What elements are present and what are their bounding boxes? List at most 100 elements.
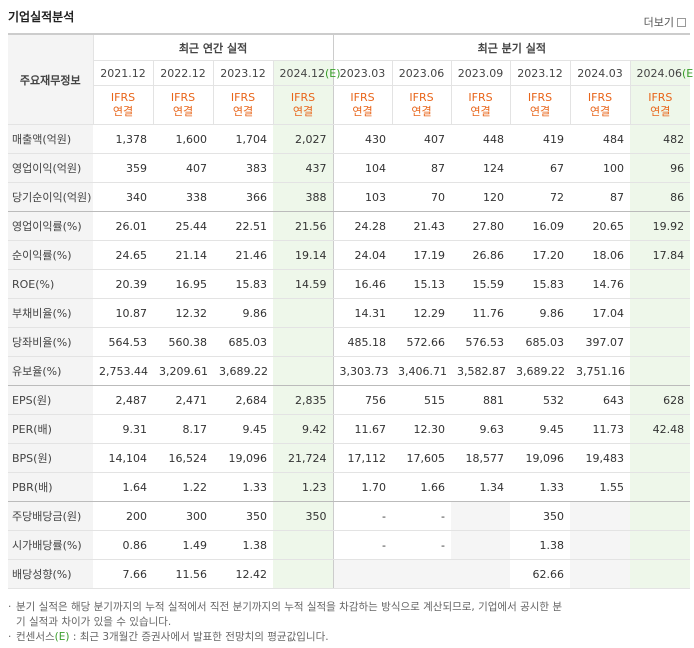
- data-cell: 15.59: [451, 269, 511, 299]
- accounting-standard: IFRS: [170, 91, 196, 104]
- data-cell: 407: [392, 124, 452, 154]
- data-cell: 17,605: [392, 443, 452, 473]
- row-label: 영업이익률(%): [8, 211, 93, 241]
- data-cell: 1,378: [93, 124, 153, 154]
- data-cell: 17.84: [630, 240, 691, 270]
- data-cell: 24.65: [93, 240, 153, 270]
- basis-header: IFRS 연결: [509, 85, 571, 125]
- data-cell: 87: [392, 153, 452, 183]
- accounting-standard: IFRS: [527, 91, 553, 104]
- data-cell: 20.65: [570, 211, 631, 241]
- data-cell: 1,600: [153, 124, 213, 154]
- data-cell: 12.30: [392, 414, 452, 444]
- data-cell: 1.38: [213, 530, 273, 560]
- data-cell: 11.56: [153, 559, 213, 589]
- data-cell: [451, 501, 511, 531]
- data-cell: 25.44: [153, 211, 213, 241]
- data-cell: 560.38: [153, 327, 213, 357]
- data-cell: 1.49: [153, 530, 213, 560]
- data-cell: 24.04: [332, 240, 393, 270]
- consolidation-scope: 연결: [529, 105, 551, 118]
- period-date: 2022.12: [160, 66, 206, 80]
- accounting-standard: IFRS: [110, 91, 136, 104]
- data-cell: 21,724: [273, 443, 334, 473]
- data-cell: 124: [451, 153, 511, 183]
- period-header: 2023.12: [212, 60, 273, 86]
- consolidation-scope: 연결: [112, 105, 134, 118]
- consolidation-scope: 연결: [172, 105, 194, 118]
- data-cell: 70: [392, 182, 452, 212]
- data-cell: 9.45: [510, 414, 571, 444]
- data-cell: 532: [510, 385, 571, 415]
- data-cell: 18.06: [570, 240, 631, 270]
- data-cell: 340: [93, 182, 153, 212]
- data-cell: [630, 327, 691, 357]
- data-cell: 9.86: [213, 298, 273, 328]
- data-cell: 24.28: [332, 211, 393, 241]
- consolidation-scope: 연결: [589, 105, 611, 118]
- data-cell: [630, 356, 691, 386]
- data-cell: [630, 530, 691, 560]
- section-title: 기업실적분석: [8, 10, 75, 24]
- data-cell: 338: [153, 182, 213, 212]
- data-cell: [630, 559, 691, 589]
- data-cell: 9.63: [451, 414, 511, 444]
- data-cell: 20.39: [93, 269, 153, 299]
- row-label: 순이익률(%): [8, 240, 93, 270]
- data-cell: 576.53: [451, 327, 511, 357]
- data-cell: [570, 559, 631, 589]
- data-cell: 572.66: [392, 327, 452, 357]
- data-cell: 103: [332, 182, 393, 212]
- data-cell: 1.33: [213, 472, 273, 502]
- data-cell: 14.59: [273, 269, 334, 299]
- data-cell: 26.01: [93, 211, 153, 241]
- data-cell: 430: [332, 124, 393, 154]
- data-cell: 100: [570, 153, 631, 183]
- data-cell: 9.42: [273, 414, 334, 444]
- period-date: 2023.12: [220, 66, 266, 80]
- corner-header: 주요재무정보: [8, 33, 93, 125]
- more-link[interactable]: 더보기: [644, 14, 686, 30]
- data-cell: 300: [153, 501, 213, 531]
- estimate-mark: (E): [325, 66, 341, 80]
- data-cell: 120: [451, 182, 511, 212]
- data-cell: 2,753.44: [93, 356, 153, 386]
- data-cell: 350: [273, 501, 334, 531]
- basis-header: IFRS 연결: [92, 85, 153, 125]
- table-row: PER(배) 9.31 8.17 9.45 9.42 11.67 12.30 9.63 9.45…: [8, 414, 691, 444]
- data-cell: 104: [332, 153, 393, 183]
- data-cell: -: [392, 501, 452, 531]
- row-label: BPS(원): [8, 443, 93, 473]
- data-cell: 366: [213, 182, 273, 212]
- period-date: 2024.03: [577, 66, 623, 80]
- period-date: 2023.09: [457, 66, 504, 80]
- data-cell: 756: [332, 385, 393, 415]
- period-date: 2023.12: [517, 66, 563, 80]
- data-cell: 21.46: [213, 240, 273, 270]
- basis-header: IFRS 연결: [569, 85, 631, 125]
- consolidation-scope: 연결: [470, 105, 491, 118]
- data-cell: 10.87: [93, 298, 153, 328]
- data-cell: 448: [451, 124, 511, 154]
- notes: 분기 실적은 해당 분기까지의 누적 실적에서 직전 분기까지의 누적 실적을 …: [8, 600, 568, 645]
- row-label: 매출액(억원): [8, 124, 93, 154]
- data-cell: 21.14: [153, 240, 213, 270]
- note: 분기 실적은 해당 분기까지의 누적 실적에서 직전 분기까지의 누적 실적을 …: [8, 600, 568, 630]
- data-cell: 1.70: [332, 472, 393, 502]
- data-cell: 628: [630, 385, 691, 415]
- data-cell: 17.19: [392, 240, 452, 270]
- basis-header: IFRS 연결: [450, 85, 511, 125]
- period-header: 2023.03: [332, 60, 393, 86]
- data-cell: -: [332, 530, 393, 560]
- data-cell: 685.03: [510, 327, 571, 357]
- data-cell: [451, 559, 511, 589]
- data-cell: -: [332, 501, 393, 531]
- table-row: 주당배당금(원) 200 300 350 350- -350: [8, 501, 691, 531]
- data-cell: [630, 443, 691, 473]
- row-label: PBR(배): [8, 472, 93, 502]
- data-cell: 3,689.22: [510, 356, 571, 386]
- data-cell: 482: [630, 124, 691, 154]
- table-row: BPS(원) 14,104 16,524 19,096 21,724 17,112 17,6…: [8, 443, 691, 473]
- data-cell: [630, 298, 691, 328]
